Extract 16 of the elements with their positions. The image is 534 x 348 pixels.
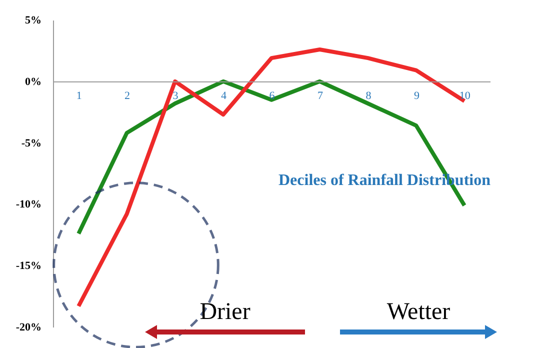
y-tick-label: 0% bbox=[25, 76, 42, 88]
x-tick-label: 3 bbox=[172, 90, 179, 102]
y-tick-label: -20% bbox=[16, 322, 42, 334]
x-tick-label: 1 bbox=[76, 90, 82, 102]
y-tick-label: -10% bbox=[16, 198, 42, 211]
y-tick-label: -15% bbox=[16, 260, 42, 272]
x-tick-label: 2 bbox=[124, 90, 130, 102]
annotation: Drier bbox=[200, 299, 250, 325]
x-tick-label: 10 bbox=[459, 90, 471, 102]
x-tick-label: 9 bbox=[414, 90, 420, 102]
y-tick-label: 5% bbox=[25, 14, 42, 26]
annotation: Wetter bbox=[386, 299, 450, 325]
x-tick-label: 7 bbox=[317, 90, 324, 102]
x-tick-label: 4 bbox=[221, 90, 228, 102]
x-tick-label: 8 bbox=[366, 90, 372, 102]
y-tick-label: -5% bbox=[21, 137, 42, 150]
